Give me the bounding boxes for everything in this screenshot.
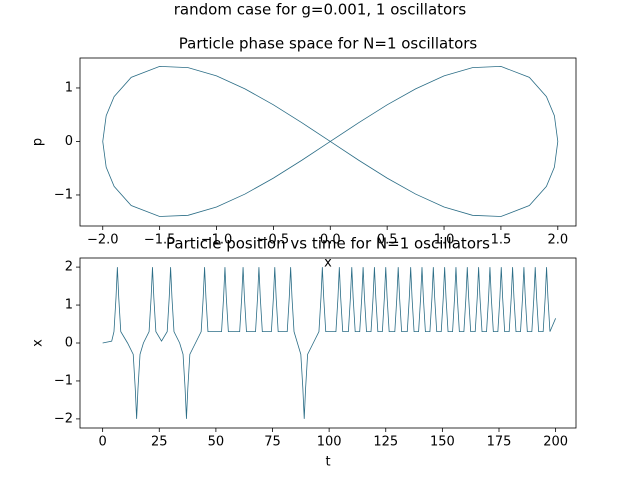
x-tick-label: 125: [373, 435, 398, 450]
data-line: [102, 65, 559, 217]
figure-title: random case for g=0.001, 1 oscillators: [174, 1, 467, 19]
x-axis-label: x: [324, 256, 332, 271]
y-axis-label: x: [31, 339, 46, 347]
x-tick-label: 0: [99, 435, 107, 450]
y-tick-label: 0: [65, 134, 73, 149]
axes-frame: [79, 57, 577, 227]
x-tick-label: 50: [208, 435, 225, 450]
y-tick-label: 1: [65, 80, 73, 95]
x-tick-label: 150: [430, 435, 455, 450]
y-tick-label: −2: [54, 411, 73, 426]
x-tick-label: 25: [151, 435, 168, 450]
y-tick-label: 2: [65, 260, 73, 275]
x-tick-label: 0.0: [320, 233, 341, 248]
chart-title: Particle phase space for N=1 oscillators: [179, 35, 478, 53]
y-tick-label: −1: [54, 373, 73, 388]
x-tick-label: 1.5: [491, 233, 512, 248]
x-tick-label: 0.5: [377, 233, 398, 248]
y-axis-label: p: [31, 138, 46, 146]
x-tick-label: 1.0: [434, 233, 455, 248]
y-tick-label: −1: [54, 187, 73, 202]
x-tick-label: 75: [264, 435, 281, 450]
x-tick-label: −2.0: [87, 233, 119, 248]
x-tick-label: 200: [543, 435, 568, 450]
x-tick-label: −1.5: [144, 233, 176, 248]
x-tick-label: −1.0: [201, 233, 233, 248]
x-tick-label: 2.0: [547, 233, 568, 248]
x-tick-label: −0.5: [258, 233, 290, 248]
x-tick-label: 175: [487, 435, 512, 450]
x-tick-label: 100: [317, 435, 342, 450]
chart-title: Particle position vs time for N=1 oscill…: [166, 235, 490, 253]
data-line: [102, 267, 556, 419]
x-axis-label: t: [325, 455, 330, 470]
y-tick-label: 1: [65, 298, 73, 313]
y-tick-label: 0: [65, 336, 73, 351]
